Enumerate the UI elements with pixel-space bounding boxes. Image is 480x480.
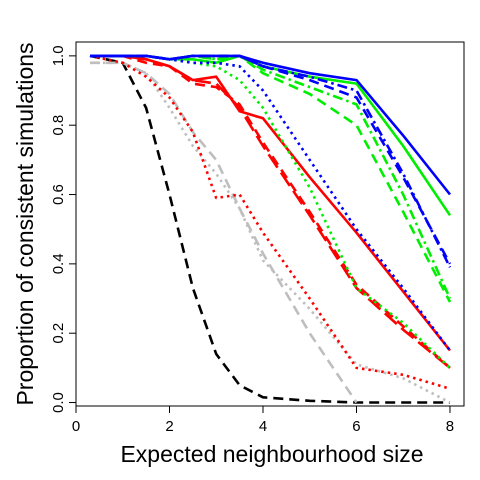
series-line-14 <box>90 54 452 268</box>
y-tick-label: 1.0 <box>50 45 67 66</box>
plot-frame <box>75 41 465 407</box>
y-tick-label: 0.0 <box>50 392 67 413</box>
series-line-11 <box>90 54 452 217</box>
x-tick-label: 8 <box>446 418 454 435</box>
y-tick-label: 0.6 <box>50 184 67 205</box>
y-tick-label: 0.2 <box>50 323 67 344</box>
series-line-13 <box>90 54 452 265</box>
series-line-6 <box>90 54 451 369</box>
series-line-5 <box>90 54 451 369</box>
series-line-4 <box>89 54 451 390</box>
x-tick-label: 6 <box>352 418 360 435</box>
series-line-1 <box>89 54 450 404</box>
x-axis-label: Expected neighbourhood size <box>120 441 423 467</box>
y-tick-label: 0.4 <box>50 253 67 274</box>
y-axis-label: Proportion of consistent simulations <box>12 42 38 405</box>
series-line-7 <box>90 54 452 352</box>
series-line-8 <box>90 54 451 369</box>
y-tick-label: 0.8 <box>50 115 67 136</box>
x-tick-label: 0 <box>72 418 80 435</box>
series-line-10 <box>90 54 452 300</box>
series-line-15 <box>90 54 452 196</box>
x-tick-label: 2 <box>165 418 173 435</box>
series-line-3 <box>90 61 451 404</box>
x-tick-label: 4 <box>259 418 267 435</box>
axis-layer: 0 2 4 6 8 0.0 0.2 0.4 0.6 0.8 1.0 <box>50 45 454 435</box>
series-line-2 <box>90 61 358 404</box>
series-line-12 <box>90 54 452 352</box>
series-layer <box>89 54 452 404</box>
